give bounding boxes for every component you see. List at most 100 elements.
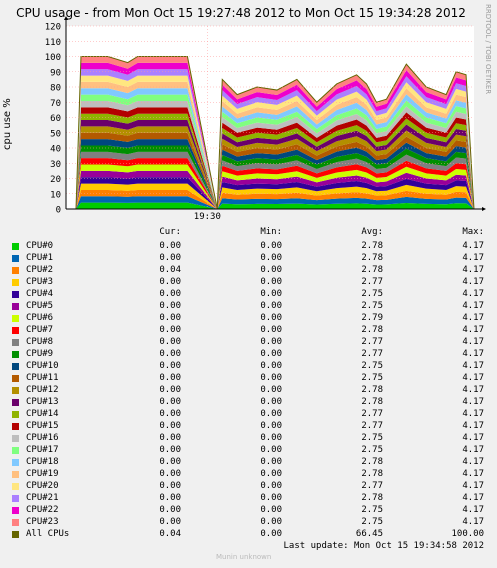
series-area [76,183,474,209]
legend-avg: 2.75 [361,301,383,311]
legend-min: 0.00 [260,313,282,323]
legend-row: CPU#17 0.00 0.00 2.75 4.17 [0,444,497,456]
legend-name: CPU#21 [26,493,59,503]
legend-cur: 0.04 [159,529,181,539]
legend-swatch [12,291,19,298]
legend-min: 0.00 [260,433,282,443]
legend-min: 0.00 [260,253,282,263]
legend-row: CPU#18 0.00 0.00 2.78 4.17 [0,456,497,468]
legend-row: CPU#7 0.00 0.00 2.78 4.17 [0,324,497,336]
legend-row: CPU#6 0.00 0.00 2.79 4.17 [0,312,497,324]
legend-name: CPU#16 [26,433,59,443]
legend-swatch [12,315,19,322]
legend-swatch [12,471,19,478]
legend-min: 0.00 [260,385,282,395]
series-area [76,145,474,209]
legend-avg: 2.78 [361,397,383,407]
y-tick-label: 70 [50,99,61,109]
legend-max: 4.17 [462,241,484,251]
legend-cur: 0.00 [159,433,181,443]
legend-max: 4.17 [462,505,484,515]
legend-row: CPU#10 0.00 0.00 2.75 4.17 [0,360,497,372]
legend-cur: 0.00 [159,385,181,395]
legend-row: CPU#8 0.00 0.00 2.77 4.17 [0,336,497,348]
legend-row: CPU#0 0.00 0.00 2.78 4.17 [0,240,497,252]
legend-name: CPU#22 [26,505,59,515]
legend-row: CPU#12 0.00 0.00 2.78 4.17 [0,384,497,396]
legend-min: 0.00 [260,493,282,503]
legend-cur: 0.00 [159,289,181,299]
legend-avg: 2.78 [361,469,383,479]
legend-min: 0.00 [260,481,282,491]
series-area [76,170,474,209]
munin-version: Munin unknown [216,553,272,561]
legend-min: 0.00 [260,241,282,251]
legend-cur: 0.04 [159,265,181,275]
legend-avg: 2.75 [361,517,383,527]
legend-swatch [12,387,19,394]
legend-avg: 2.78 [361,253,383,263]
legend-min: 0.00 [260,445,282,455]
legend-name: CPU#14 [26,409,59,419]
legend-name: CPU#23 [26,517,59,527]
legend-avg: 2.75 [361,445,383,455]
legend-max: 100.00 [451,529,484,539]
legend-swatch [12,519,19,526]
legend-swatch [12,411,19,418]
legend-header-row: Cur: Min: Avg: Max: [0,226,497,238]
legend-row: CPU#13 0.00 0.00 2.78 4.17 [0,396,497,408]
series-area [76,189,474,209]
legend-cur: 0.00 [159,313,181,323]
y-tick-label: 110 [45,38,61,48]
legend-name: CPU#4 [26,289,54,299]
plot-area: 0 10 20 30 40 50 60 70 80 90 100 110 120 19:30 [45,16,486,222]
legend-avg: 66.45 [355,529,383,539]
legend-max: 4.17 [462,373,484,383]
y-tick-label: 50 [50,129,61,139]
legend-row: CPU#23 0.00 0.00 2.75 4.17 [0,516,497,528]
header-cur: Cur: [159,227,181,237]
series-area [76,139,474,209]
legend-avg: 2.75 [361,289,383,299]
legend-swatch [12,339,19,346]
legend-max: 4.17 [462,493,484,503]
legend-name: CPU#11 [26,373,59,383]
legend-swatch [12,303,19,310]
legend-row: CPU#2 0.04 0.00 2.78 4.17 [0,264,497,276]
legend-cur: 0.00 [159,337,181,347]
x-axis-arrow [482,207,486,211]
legend-row: CPU#20 0.00 0.00 2.77 4.17 [0,480,497,492]
legend-swatch [12,267,19,274]
legend-row: CPU#1 0.00 0.00 2.78 4.17 [0,252,497,264]
y-tick-label: 90 [50,68,61,78]
legend-swatch [12,255,19,262]
legend-row: CPU#3 0.00 0.00 2.77 4.17 [0,276,497,288]
legend-max: 4.17 [462,517,484,527]
legend-avg: 2.77 [361,277,383,287]
y-tick-label: 80 [50,84,61,94]
header-avg: Avg: [361,227,383,237]
legend-row: CPU#5 0.00 0.00 2.75 4.17 [0,300,497,312]
legend-max: 4.17 [462,445,484,455]
series-area [76,177,474,209]
y-tick-label: 30 [50,160,61,170]
legend-swatch [12,363,19,370]
y-tick-label: 20 [50,175,61,185]
legend-max: 4.17 [462,301,484,311]
y-tick-label: 40 [50,145,61,155]
series-line-all-cpus [75,56,475,210]
legend-name: CPU#13 [26,397,59,407]
legend-cur: 0.00 [159,469,181,479]
legend-max: 4.17 [462,253,484,263]
x-tick-label: 19:30 [194,212,221,222]
legend-min: 0.00 [260,277,282,287]
legend-row: CPU#15 0.00 0.00 2.77 4.17 [0,420,497,432]
legend-cur: 0.00 [159,457,181,467]
legend-min: 0.00 [260,361,282,371]
legend-min: 0.00 [260,529,282,539]
legend-cur: 0.00 [159,253,181,263]
legend-avg: 2.78 [361,325,383,335]
legend-name: CPU#2 [26,265,54,275]
legend-avg: 2.79 [361,313,383,323]
